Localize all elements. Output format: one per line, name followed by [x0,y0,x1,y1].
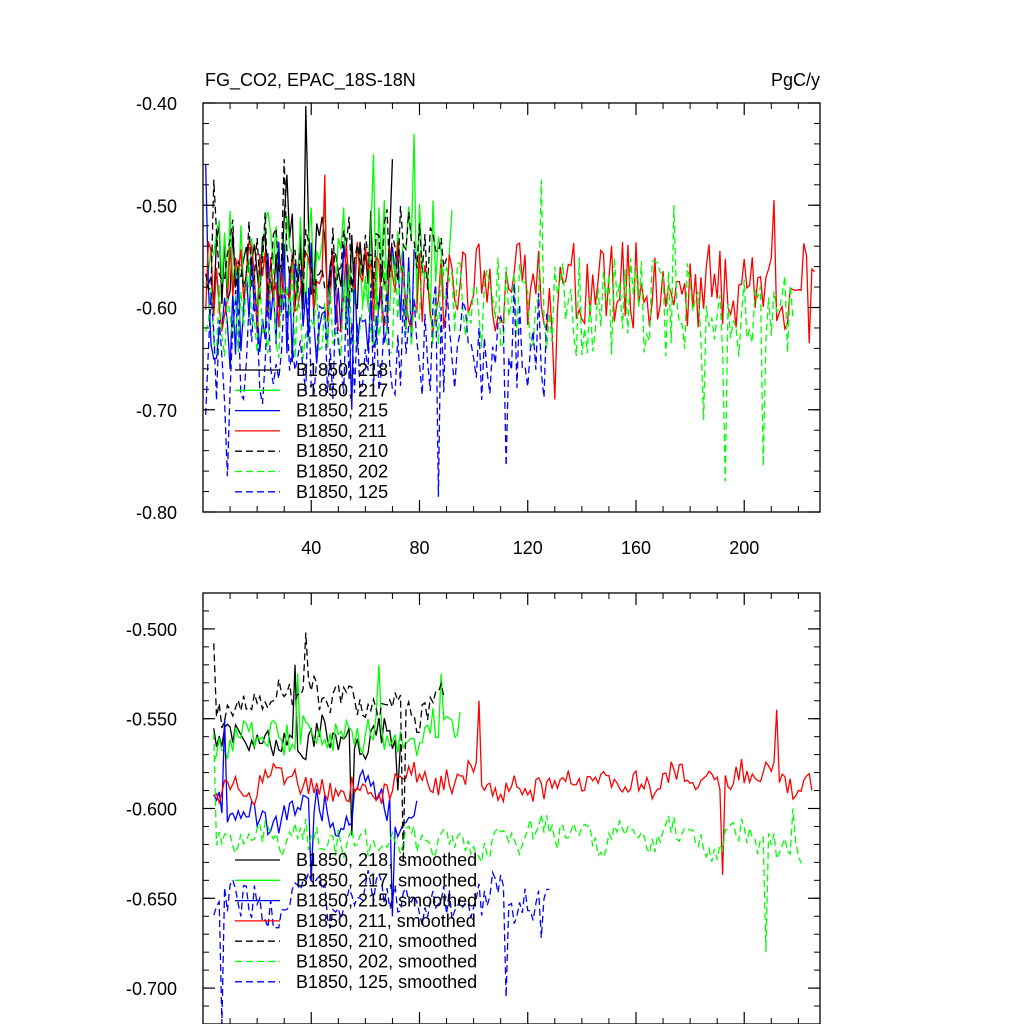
bottom-y-tick-label-0: -0.500 [126,620,177,640]
bottom-series-line-4 [213,632,445,863]
bottom-series-group [213,632,813,1024]
bottom-series-line-5 [213,733,802,953]
bottom-legend-label-0: B1850, 218, smoothed [296,850,477,870]
bottom-legend-label-6: B1850, 125, smoothed [296,972,477,992]
top-series-line-5 [205,179,794,482]
top-units-label: PgC/y [771,70,820,90]
bottom-series-line-1 [213,664,461,762]
top-x-tick-label-0: 40 [301,538,321,558]
top-x-tick-label-4: 200 [729,538,759,558]
top-series-line-6 [205,282,548,497]
top-x-tick-label-1: 80 [409,538,429,558]
bottom-axes: -0.500 -0.550 -0.600 -0.650 -0.700 [126,593,820,1024]
bottom-y-tick-label-4: -0.700 [126,979,177,999]
bottom-y-tick-label-2: -0.600 [126,800,177,820]
top-series-group [205,106,816,497]
top-legend-label-4: B1850, 210 [296,441,388,461]
top-y-tick-label-0: -0.40 [136,94,177,114]
top-x-tick-label-2: 120 [513,538,543,558]
top-axes: 40 80 120 160 200 -0.40 -0.50 -0.60 -0.70 -0.80 [136,94,820,558]
top-y-tick-label-2: -0.60 [136,299,177,319]
top-legend-label-2: B1850, 215 [296,401,388,421]
bottom-legend-label-5: B1850, 202, smoothed [296,952,477,972]
bottom-panel: -0.500 -0.550 -0.600 -0.650 -0.700 B1850, 21… [126,592,821,1024]
bottom-series-line-0 [213,664,402,836]
bottom-legend-label-1: B1850, 217, smoothed [296,870,477,890]
bottom-series-line-6 [213,870,550,1024]
bottom-series-line-3 [213,700,813,875]
top-legend-label-6: B1850, 125 [296,482,388,502]
bottom-legend-label-2: B1850, 215, smoothed [296,891,477,911]
top-legend-label-1: B1850, 217 [296,380,388,400]
top-y-tick-label-3: -0.70 [136,401,177,421]
top-title: FG_CO2, EPAC_18S-18N [205,70,416,91]
bottom-y-tick-label-3: -0.650 [126,889,177,909]
top-legend-label-3: B1850, 211 [296,421,387,441]
bottom-y-tick-label-1: -0.550 [126,710,177,730]
top-legend-label-5: B1850, 202 [296,462,388,482]
top-series-line-4 [205,159,448,297]
top-x-tick-label-3: 160 [621,538,651,558]
top-series-line-3 [205,174,816,400]
bottom-legend-label-3: B1850, 211, smoothed [296,911,476,931]
top-y-tick-label-4: -0.80 [136,503,177,523]
bottom-legend-label-4: B1850, 210, smoothed [296,931,477,951]
top-panel: FG_CO2, EPAC_18S-18N PgC/y 40 80 120 160 200… [136,70,821,558]
top-y-tick-label-1: -0.50 [136,196,177,216]
top-series-line-2 [205,164,415,410]
top-legend-label-0: B1850, 218 [296,360,388,380]
